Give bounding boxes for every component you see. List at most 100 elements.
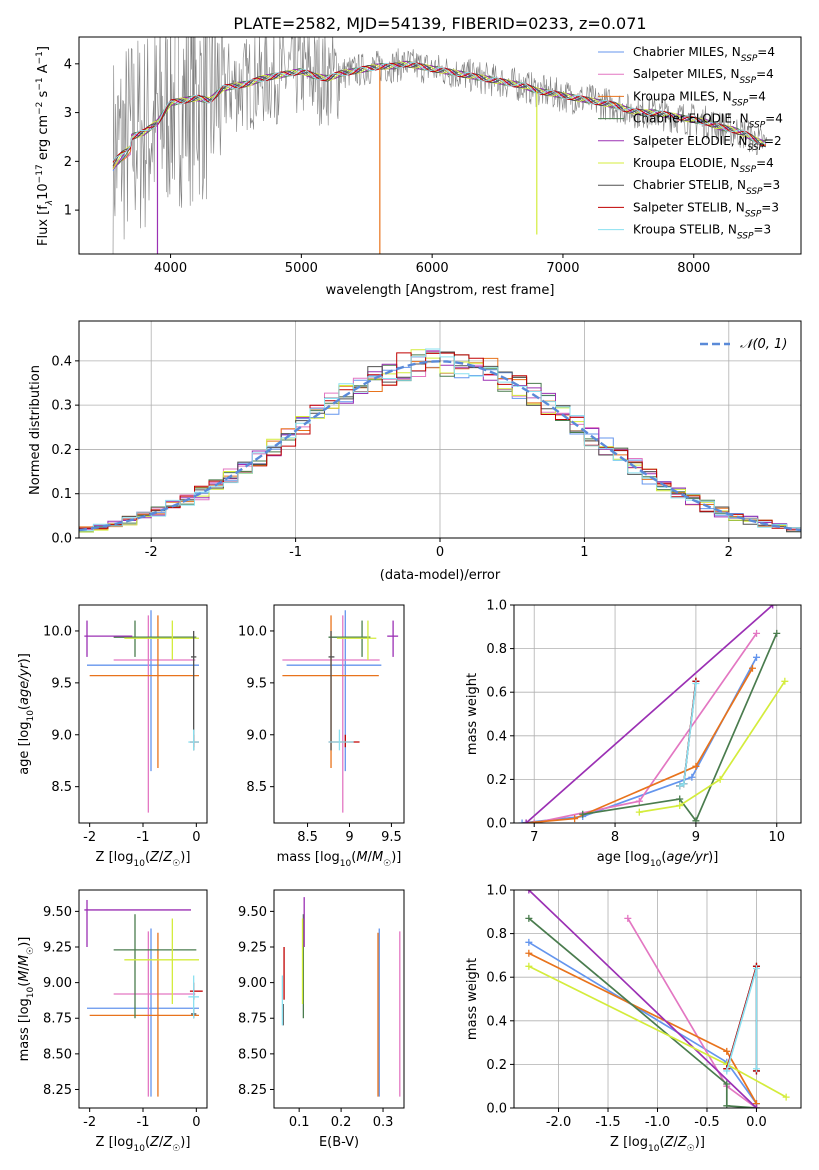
x-tick-label: -2.0	[546, 1115, 571, 1130]
label-part: Kroupa ELODIE, N	[633, 156, 740, 170]
y-tick-label: 0.4	[486, 729, 507, 744]
x-tick-label: 8.5	[297, 830, 318, 845]
label-part: Chabrier STELIB, N	[633, 178, 746, 192]
label-part: SSP	[746, 187, 763, 197]
y-tick-label: 10.0	[238, 624, 267, 639]
x-tick-label: -1.0	[645, 1115, 670, 1130]
x-tick-label: -1	[289, 545, 302, 560]
label-part: 10	[340, 859, 352, 869]
label-part: )]	[695, 1135, 705, 1150]
label-part: Z	[162, 1135, 173, 1150]
y-tick-label: 3	[64, 106, 72, 121]
weight-marker	[624, 914, 632, 922]
axes-residuals: -2 -1 0 1 2 0.0 0.1 0.2 0.3 0.4 𝒩(0, 1) (data-model…	[28, 320, 802, 583]
x-tick-label: -2	[83, 1115, 96, 1130]
y-tick-label: 8.25	[43, 1083, 72, 1098]
y-tick-label: 8.75	[43, 1012, 72, 1027]
weight-marker	[716, 775, 724, 783]
label-part: ]	[36, 46, 51, 51]
x-tick-label: 0.1	[289, 1115, 310, 1130]
x-tick-label: 0.3	[373, 1115, 394, 1130]
y-tick-label: 0.0	[486, 817, 507, 832]
y-tick-label: 0.8	[486, 642, 507, 657]
label-part: age/yr	[666, 850, 709, 865]
label-part: ☉	[26, 947, 36, 955]
weight-marker	[688, 773, 696, 781]
x-tick-label: 10	[768, 830, 785, 845]
plot-area	[282, 610, 399, 813]
label-part: SSP	[732, 98, 749, 108]
y-axis-label: age [log10(age/yr)]	[17, 653, 36, 775]
weight-marker	[723, 1067, 731, 1075]
label-part: Kroupa STELIB, N	[633, 223, 737, 237]
axes-weight-vs-Z: -2.0 -1.5 -1.0 -0.5 0.0 0.0 0.2 0.4 0.6 0.8 1.0 Z […	[465, 884, 802, 1154]
y-axis-label: mass weight	[465, 958, 480, 1040]
x-tick-label: 0.2	[331, 1115, 352, 1130]
plot-area	[281, 897, 401, 1097]
label-part: Flux [f	[36, 205, 51, 246]
label-part: =4	[765, 112, 783, 126]
x-axis-label: wavelength [Angstrom, rest frame]	[326, 283, 555, 298]
y-tick-label: 0.6	[486, 971, 507, 986]
x-tick-label: -2	[83, 830, 96, 845]
axes-frame	[78, 889, 208, 1109]
label-part: s	[36, 90, 51, 101]
label-part: 10	[36, 183, 51, 200]
label-part: M	[17, 970, 32, 981]
legend-entry: Chabrier ELODIE, NSSP=4	[633, 112, 783, 131]
x-axis-label: Z [log10(Z/Z☉)]	[610, 1135, 705, 1154]
y-tick-label: 8.75	[238, 1012, 267, 1027]
y-tick-label: 9.00	[238, 976, 267, 991]
label-part: =4	[756, 67, 774, 81]
label-part: SSP	[747, 143, 764, 153]
y-tick-label: 9.50	[43, 905, 72, 920]
label-part: ☉	[172, 1144, 180, 1154]
label-part: mass [log	[277, 850, 340, 865]
y-tick-label: 1	[64, 204, 72, 219]
y-tick-label: 9.25	[43, 940, 72, 955]
plot-area	[84, 899, 203, 1097]
label-part: SSP	[741, 54, 758, 64]
weight-line	[526, 667, 754, 823]
label-part: Z [log	[96, 850, 134, 865]
label-part: E(B-V)	[319, 1135, 359, 1150]
label-part: M	[17, 955, 32, 966]
plot-area	[79, 321, 801, 538]
plot-area	[112, 37, 768, 254]
label-part: age/yr	[17, 662, 32, 705]
weight-marker	[525, 914, 533, 922]
x-tick-label: -2	[145, 545, 158, 560]
label-part: 10	[133, 859, 145, 869]
x-tick-label: -1	[137, 1115, 150, 1130]
y-axis-label: Normed distribution	[28, 365, 43, 495]
histogram-step-line	[79, 348, 801, 532]
spectrum-data-line	[112, 37, 768, 254]
legend-entry: Salpeter STELIB, NSSP=3	[633, 200, 779, 219]
label-part: A	[36, 64, 51, 77]
weight-marker	[680, 780, 688, 788]
label-part: SSP	[740, 165, 757, 175]
label-part: Z	[664, 1135, 675, 1150]
y-tick-label: 9.25	[238, 940, 267, 955]
label-part: Salpeter ELODIE, N	[633, 134, 747, 148]
label-part: /	[17, 965, 32, 970]
weight-line	[725, 968, 758, 1072]
label-part: Z	[149, 1135, 160, 1150]
weight-marker	[518, 819, 526, 823]
label-part: 10	[133, 1144, 145, 1154]
weight-marker	[676, 802, 684, 810]
label-part: Chabrier ELODIE, N	[633, 112, 749, 126]
weight-marker	[723, 1080, 731, 1088]
x-tick-label: 1	[580, 545, 588, 560]
weight-marker	[782, 1093, 790, 1101]
x-tick-label: 8000	[677, 261, 710, 276]
y-tick-label: 1.0	[486, 884, 507, 899]
weight-marker	[692, 762, 700, 770]
plot-area	[514, 890, 801, 1108]
x-axis-label: E(B-V)	[319, 1135, 359, 1150]
axes-age-vs-Z: -2 -1 08.59.09.510.0Z [log10(Z/Z☉)]age [lo…	[17, 604, 208, 869]
y-tick-label: 9.5	[246, 676, 267, 691]
label-part: −2	[35, 102, 45, 115]
y-tick-label: 8.25	[238, 1083, 267, 1098]
